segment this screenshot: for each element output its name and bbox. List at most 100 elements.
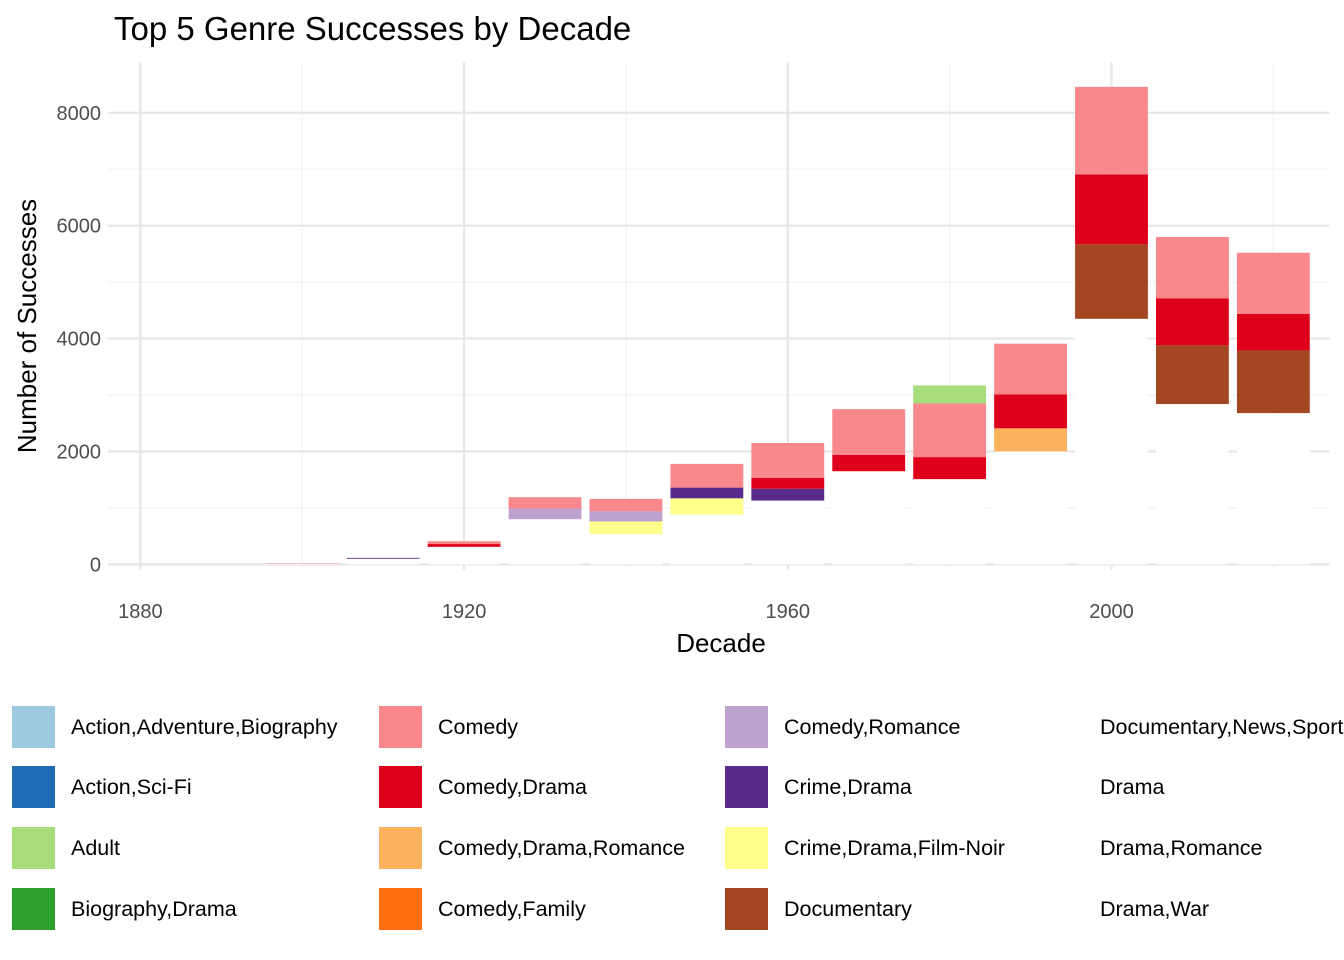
- legend-item: Action,Sci-Fi: [12, 766, 192, 808]
- bar-segment: [751, 500, 825, 565]
- legend-label: Drama: [1100, 775, 1165, 799]
- bar-segment: [913, 403, 987, 458]
- legend-item: Crime,Drama,Film-Noir: [725, 827, 1005, 869]
- legend-swatch: [725, 827, 768, 869]
- bar-segment: [913, 479, 987, 565]
- bar-segment: [508, 508, 582, 520]
- legend-item: Comedy,Family: [379, 888, 586, 930]
- bar-segment: [1236, 413, 1310, 565]
- y-axis: 0 2000 4000 6000 8000: [57, 103, 102, 577]
- bar-segment: [1236, 252, 1310, 314]
- legend-item: Comedy: [379, 706, 518, 748]
- bar-segment: [346, 557, 420, 559]
- bar-segment: [832, 454, 906, 472]
- bar-segment: [1156, 404, 1229, 565]
- bar-segment: [427, 544, 501, 547]
- legend-swatch: [1041, 766, 1084, 808]
- legend-label: Comedy: [438, 715, 518, 739]
- y-tick-label: 2000: [57, 441, 102, 463]
- legend-swatch: [1041, 888, 1084, 930]
- legend-swatch: [725, 766, 768, 808]
- legend-label: Comedy,Romance: [784, 715, 960, 739]
- legend-label: Drama,War: [1100, 897, 1209, 921]
- legend-item: Biography,Drama: [12, 888, 237, 930]
- legend-swatch: [379, 766, 422, 808]
- bars: [265, 86, 1310, 565]
- chart-title: Top 5 Genre Successes by Decade: [114, 10, 631, 47]
- bar-segment: [589, 521, 663, 534]
- legend-swatch: [12, 766, 55, 808]
- bar-segment: [427, 546, 501, 565]
- legend-item: Crime,Drama: [725, 766, 912, 808]
- bar-segment: [589, 533, 663, 565]
- bar-segment: [832, 409, 906, 455]
- legend-item: Action,Adventure,Biography: [12, 706, 338, 748]
- bar-segment: [1236, 313, 1310, 351]
- plot-panel: [108, 62, 1330, 570]
- legend-item: Comedy,Drama: [379, 766, 587, 808]
- bar-segment: [994, 394, 1067, 429]
- bar-segment: [508, 497, 582, 509]
- bar-segment: [1156, 345, 1229, 405]
- y-tick-label: 4000: [57, 329, 102, 351]
- x-tick-label: 1880: [118, 601, 163, 623]
- bar-segment: [1156, 236, 1229, 299]
- legend-swatch: [12, 706, 55, 748]
- bar-segment: [589, 511, 663, 522]
- bar-segment: [994, 451, 1067, 565]
- legend-swatch: [12, 827, 55, 869]
- bar-segment: [1075, 86, 1148, 175]
- x-axis-title: Decade: [676, 628, 766, 658]
- legend-label: Biography,Drama: [71, 897, 237, 921]
- bar-segment: [751, 477, 825, 489]
- legend-item: Comedy,Drama,Romance: [379, 827, 685, 869]
- legend-label: Action,Adventure,Biography: [71, 715, 338, 739]
- legend-swatch: [379, 827, 422, 869]
- bar-segment: [1156, 298, 1229, 346]
- bar-segment: [1075, 318, 1148, 565]
- legend-swatch: [1041, 827, 1084, 869]
- bar-segment: [1236, 350, 1310, 414]
- x-tick-label: 1920: [442, 601, 487, 623]
- legend-item: Comedy,Romance: [725, 706, 960, 748]
- x-axis: 1880 1920 1960 2000: [118, 601, 1134, 623]
- bar-segment: [994, 428, 1067, 452]
- bar-segment: [427, 541, 501, 545]
- bar-segment: [751, 443, 825, 478]
- legend-label: Comedy,Drama,Romance: [438, 836, 685, 860]
- legend-item: Adult: [12, 827, 120, 869]
- legend: Action,Adventure,Biography Action,Sci-Fi A…: [12, 706, 1343, 930]
- bar-segment: [994, 343, 1067, 395]
- bar-segment: [670, 514, 744, 565]
- y-tick-label: 8000: [57, 103, 102, 125]
- bar-segment: [508, 519, 582, 565]
- legend-item: Drama,War: [1041, 888, 1209, 930]
- legend-swatch: [379, 706, 422, 748]
- legend-swatch: [725, 888, 768, 930]
- legend-label: Comedy,Family: [438, 897, 586, 921]
- x-tick-label: 1960: [766, 601, 811, 623]
- legend-label: Adult: [71, 836, 120, 860]
- y-tick-label: 6000: [57, 216, 102, 238]
- bar-segment: [346, 558, 420, 565]
- bar-segment: [1075, 174, 1148, 245]
- legend-item: Documentary: [725, 888, 912, 930]
- legend-item: Drama,Romance: [1041, 827, 1263, 869]
- x-tick-label: 2000: [1089, 601, 1134, 623]
- bar-segment: [751, 488, 825, 501]
- y-tick-label: 0: [90, 554, 101, 576]
- bar-segment: [913, 385, 987, 404]
- legend-label: Documentary: [784, 897, 912, 921]
- bar-segment: [1075, 244, 1148, 319]
- y-axis-title: Number of Successes: [12, 199, 42, 453]
- bar-segment: [265, 563, 339, 565]
- legend-item: Documentary,News,Sport: [1041, 706, 1343, 748]
- bar-segment: [589, 498, 663, 512]
- legend-swatch: [12, 888, 55, 930]
- bar-segment: [913, 457, 987, 480]
- legend-label: Drama,Romance: [1100, 836, 1263, 860]
- legend-swatch: [1041, 706, 1084, 748]
- bar-segment: [670, 463, 744, 488]
- legend-item: Drama: [1041, 766, 1165, 808]
